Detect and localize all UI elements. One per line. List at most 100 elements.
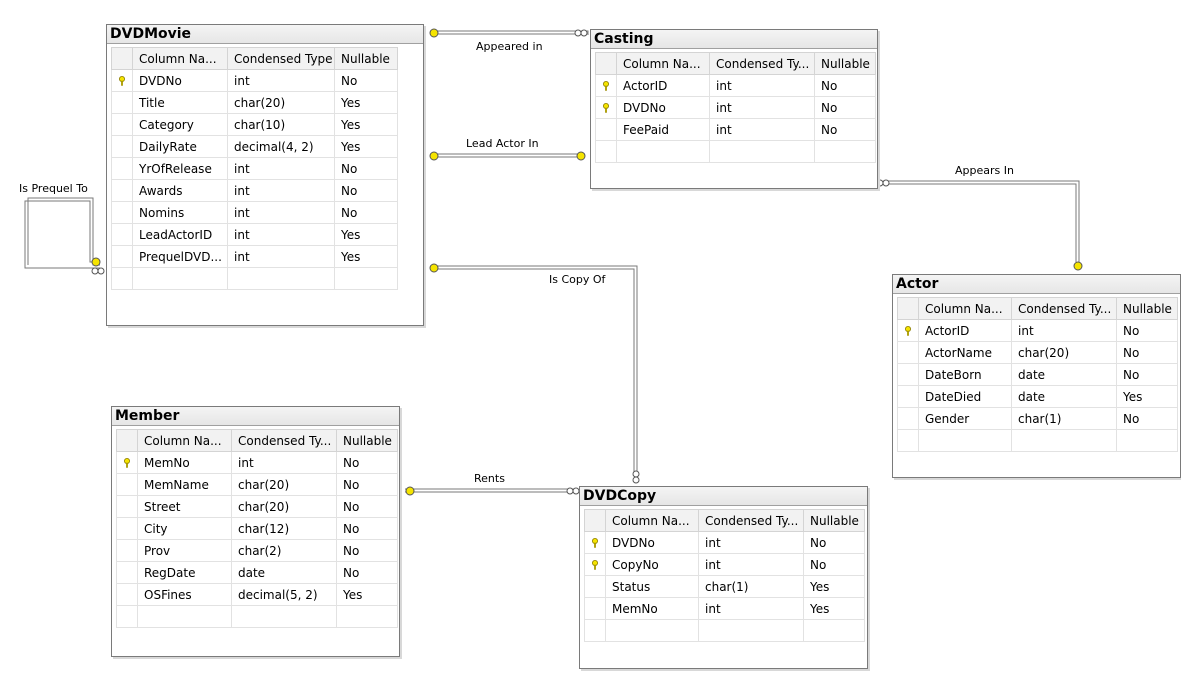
cell-nullable[interactable]: No (803, 553, 865, 576)
table-row[interactable]: DailyRate decimal(4, 2) Yes (111, 135, 398, 158)
table-row[interactable]: Nomins int No (111, 201, 398, 224)
cell-column-name[interactable]: RegDate (137, 561, 232, 584)
cell-condensed-type[interactable]: date (1011, 385, 1117, 408)
cell-column-name[interactable]: DVDNo (132, 69, 228, 92)
empty-cell[interactable] (111, 267, 133, 290)
table-row[interactable]: MemNo int No (116, 451, 398, 474)
header-column-name[interactable]: Column Na... (132, 47, 228, 70)
cell-nullable[interactable]: Yes (334, 91, 398, 114)
table-row[interactable]: Street char(20) No (116, 495, 398, 518)
cell-column-name[interactable]: Title (132, 91, 228, 114)
empty-cell[interactable] (1011, 429, 1117, 452)
empty-cell[interactable] (231, 605, 337, 628)
header-condensed-type[interactable]: Condensed Ty... (231, 429, 337, 452)
cell-condensed-type[interactable]: int (698, 553, 804, 576)
table-member[interactable]: Member Column Na... Condensed Ty... Nullab… (111, 406, 400, 657)
cell-column-name[interactable]: FeePaid (616, 118, 710, 141)
cell-column-name[interactable]: Gender (918, 407, 1012, 430)
cell-column-name[interactable]: YrOfRelease (132, 157, 228, 180)
header-condensed-type[interactable]: Condensed Ty... (709, 52, 815, 75)
empty-row[interactable] (584, 619, 865, 642)
empty-cell[interactable] (116, 605, 138, 628)
empty-cell[interactable] (584, 619, 606, 642)
header-column-name[interactable]: Column Na... (918, 297, 1012, 320)
header-nullable[interactable]: Nullable (814, 52, 876, 75)
header-condensed-type[interactable]: Condensed Ty... (698, 509, 804, 532)
table-row[interactable]: Awards int No (111, 179, 398, 202)
cell-nullable[interactable]: No (336, 495, 398, 518)
cell-nullable[interactable]: Yes (334, 135, 398, 158)
header-nullable[interactable]: Nullable (336, 429, 398, 452)
cell-column-name[interactable]: CopyNo (605, 553, 699, 576)
cell-nullable[interactable]: Yes (803, 597, 865, 620)
empty-row[interactable] (116, 605, 398, 628)
empty-cell[interactable] (334, 267, 398, 290)
cell-condensed-type[interactable]: char(20) (231, 473, 337, 496)
relationship-label-appeared-in[interactable]: Appeared in (476, 40, 543, 53)
table-casting[interactable]: Casting Column Na... Condensed Ty... Nulla… (590, 29, 878, 189)
cell-nullable[interactable]: Yes (803, 575, 865, 598)
relationship-label-appears-in[interactable]: Appears In (955, 164, 1014, 177)
empty-cell[interactable] (918, 429, 1012, 452)
table-row[interactable]: DVDNo int No (595, 96, 876, 119)
cell-nullable[interactable]: Yes (334, 245, 398, 268)
cell-column-name[interactable]: MemNo (605, 597, 699, 620)
cell-column-name[interactable]: Nomins (132, 201, 228, 224)
cell-nullable[interactable]: No (803, 531, 865, 554)
cell-condensed-type[interactable]: int (1011, 319, 1117, 342)
empty-cell[interactable] (1116, 429, 1178, 452)
table-title[interactable]: DVDMovie (107, 25, 423, 44)
table-row[interactable]: Prov char(2) No (116, 539, 398, 562)
relationship-label-rents[interactable]: Rents (474, 472, 505, 485)
empty-row[interactable] (897, 429, 1178, 452)
cell-nullable[interactable]: No (1116, 363, 1178, 386)
cell-nullable[interactable]: No (334, 157, 398, 180)
cell-condensed-type[interactable]: char(20) (1011, 341, 1117, 364)
cell-condensed-type[interactable]: char(10) (227, 113, 335, 136)
table-row[interactable]: CopyNo int No (584, 553, 865, 576)
cell-nullable[interactable]: No (336, 473, 398, 496)
cell-condensed-type[interactable]: int (709, 74, 815, 97)
cell-condensed-type[interactable]: date (1011, 363, 1117, 386)
cell-column-name[interactable]: MemNo (137, 451, 232, 474)
cell-nullable[interactable]: No (814, 96, 876, 119)
empty-cell[interactable] (137, 605, 232, 628)
cell-nullable[interactable]: Yes (1116, 385, 1178, 408)
cell-nullable[interactable]: No (334, 179, 398, 202)
cell-column-name[interactable]: DateDied (918, 385, 1012, 408)
table-row[interactable]: PrequelDVD... int Yes (111, 245, 398, 268)
cell-nullable[interactable]: No (1116, 319, 1178, 342)
cell-condensed-type[interactable]: char(1) (1011, 407, 1117, 430)
empty-cell[interactable] (897, 429, 919, 452)
header-column-name[interactable]: Column Na... (616, 52, 710, 75)
cell-condensed-type[interactable]: int (698, 531, 804, 554)
cell-column-name[interactable]: ActorID (918, 319, 1012, 342)
cell-nullable[interactable]: No (334, 69, 398, 92)
cell-column-name[interactable]: City (137, 517, 232, 540)
cell-condensed-type[interactable]: int (227, 69, 335, 92)
empty-cell[interactable] (698, 619, 804, 642)
cell-nullable[interactable]: No (814, 74, 876, 97)
cell-condensed-type[interactable]: int (709, 96, 815, 119)
table-row[interactable]: YrOfRelease int No (111, 157, 398, 180)
header-column-name[interactable]: Column Na... (137, 429, 232, 452)
table-row[interactable]: RegDate date No (116, 561, 398, 584)
cell-nullable[interactable]: Yes (334, 113, 398, 136)
relationship-label-lead-actor-in[interactable]: Lead Actor In (466, 137, 539, 150)
table-actor[interactable]: Actor Column Na... Condensed Ty... Nullabl… (892, 274, 1181, 478)
cell-nullable[interactable]: No (1116, 341, 1178, 364)
cell-condensed-type[interactable]: int (227, 157, 335, 180)
relationship-label-is-copy-of[interactable]: Is Copy Of (549, 273, 606, 286)
table-row[interactable]: DVDNo int No (584, 531, 865, 554)
relationship-label-is-prequel-to[interactable]: Is Prequel To (19, 182, 88, 195)
table-title[interactable]: Casting (591, 30, 877, 49)
header-nullable[interactable]: Nullable (1116, 297, 1178, 320)
table-row[interactable]: ActorID int No (897, 319, 1178, 342)
cell-condensed-type[interactable]: int (227, 179, 335, 202)
table-row[interactable]: MemName char(20) No (116, 473, 398, 496)
empty-cell[interactable] (595, 140, 617, 163)
header-nullable[interactable]: Nullable (334, 47, 398, 70)
empty-row[interactable] (595, 140, 876, 163)
cell-nullable[interactable]: Yes (334, 223, 398, 246)
cell-column-name[interactable]: DateBorn (918, 363, 1012, 386)
